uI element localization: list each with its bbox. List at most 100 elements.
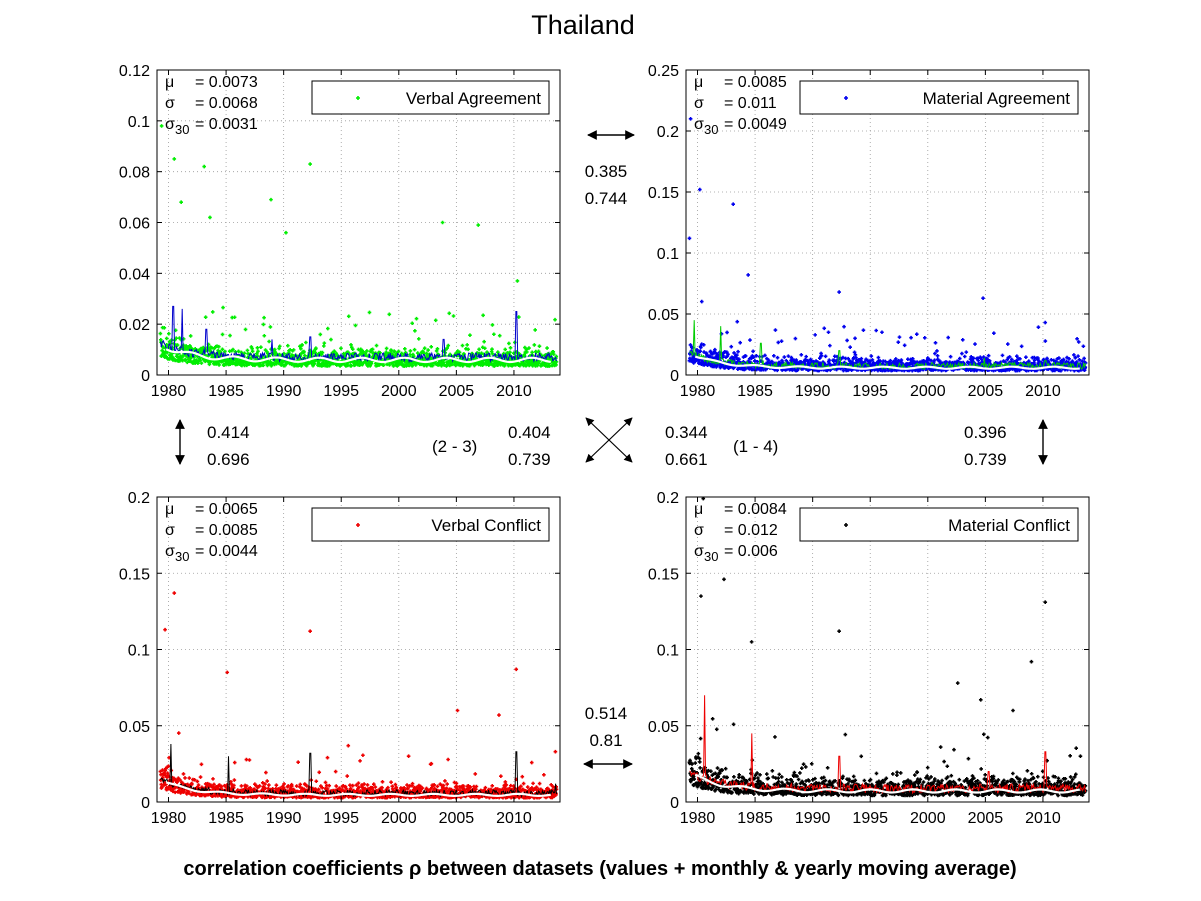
data-point [260,781,265,785]
data-point [828,343,832,348]
data-point [187,776,192,780]
data-point [888,358,893,363]
data-point [180,781,185,785]
data-point [435,347,440,351]
data-point [172,157,177,161]
y-tick-label: 0.2 [657,124,679,141]
x-tick-label: 1980 [680,383,716,400]
data-point [386,785,390,790]
data-point [507,341,511,346]
data-point [432,783,436,787]
x-tick-label: 1990 [266,810,302,827]
data-point [284,230,288,235]
data-point [853,336,857,341]
data-point [497,713,501,717]
chart-panel-top-left: 1980 1985 1990 1995 2000 2005 201000.020.040.0… [119,63,561,400]
data-point [203,315,208,319]
data-point [175,343,180,347]
data-point [1075,360,1079,364]
data-point [346,314,351,319]
data-point [399,351,404,356]
data-point [358,759,362,763]
data-point [263,782,267,786]
data-point [732,351,736,355]
data-point [256,349,260,354]
data-point [176,731,181,735]
data-point [261,363,266,368]
data-point [772,354,776,358]
data-point [461,784,466,788]
data-point [698,187,702,192]
data-point [346,743,351,748]
scatter-series [158,124,559,368]
data-point [1075,337,1079,341]
data-point [196,783,201,787]
data-point [198,358,202,363]
data-point [177,336,182,340]
data-point [179,200,183,204]
data-point [1081,344,1086,349]
data-point [416,337,421,341]
data-point [521,781,526,786]
data-point [698,349,703,354]
data-point [701,342,706,347]
data-point [163,627,167,632]
y-tick-label: 0.06 [119,216,150,233]
data-point [380,785,384,790]
stat-symbol: μ [694,74,703,91]
data-point [337,786,342,790]
data-point [266,786,271,791]
data-point [447,311,452,316]
data-point [304,340,308,345]
y-tick-label: 0.15 [648,185,679,202]
data-point [709,769,713,773]
data-point [232,315,237,320]
data-point [845,338,849,343]
data-point [688,117,693,121]
data-point [969,354,973,359]
data-point [551,784,555,789]
data-point [162,771,167,775]
data-point [363,351,368,356]
stat-subscript: 30 [175,549,189,564]
data-point [445,346,449,350]
data-point [981,296,985,300]
data-point [368,364,372,368]
stat-symbol: σ [165,522,175,539]
stat-value: = 0.0085 [724,74,787,91]
data-point [244,757,249,762]
data-point [367,310,372,315]
data-point [441,783,446,788]
data-point [490,352,495,356]
data-point [874,328,878,333]
data-point [255,351,259,356]
data-point [183,776,187,780]
x-tick-label: 1980 [151,383,187,400]
data-point [533,328,537,332]
stat-symbol: μ [165,501,174,518]
data-point [188,334,193,338]
data-point [455,787,460,791]
data-point [335,353,340,358]
data-point [933,341,938,345]
data-point [713,347,717,352]
data-point [429,345,434,349]
data-point [257,784,262,788]
data-point [723,766,728,771]
data-point [522,354,527,358]
data-point [737,773,741,777]
data-point [971,356,976,360]
x-tick-label: 2010 [496,383,532,400]
data-point [896,340,901,345]
x-tick-label: 2005 [968,383,1004,400]
data-point [708,354,712,358]
data-point [325,787,330,791]
stat-symbol: σ [165,95,175,112]
data-point [210,310,215,314]
data-point [326,326,330,331]
data-point [334,351,338,356]
y-tick-label: 0.15 [119,566,150,583]
scatter-series [687,117,1088,373]
stat-value: = 0.0068 [195,95,258,112]
y-tick-label: 0.1 [128,114,150,131]
